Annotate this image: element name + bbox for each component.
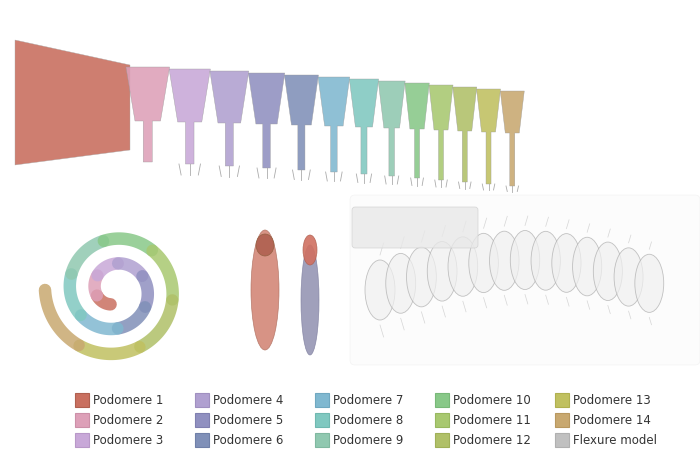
Polygon shape [477,89,500,184]
Text: Podomere 11: Podomere 11 [453,413,531,426]
Text: Podomere 3: Podomere 3 [93,433,163,446]
Text: Podomere 4: Podomere 4 [213,394,284,406]
Bar [315,393,329,407]
Ellipse shape [531,231,561,290]
Polygon shape [349,79,379,174]
Polygon shape [500,91,524,186]
FancyBboxPatch shape [350,195,700,365]
Ellipse shape [386,254,416,313]
Polygon shape [210,71,248,166]
Ellipse shape [594,242,622,300]
Ellipse shape [365,260,395,320]
Polygon shape [405,83,429,178]
Text: Podomere 12: Podomere 12 [453,433,531,446]
Bar [75,413,89,427]
Ellipse shape [552,234,581,292]
Bar [555,413,569,427]
Bar [195,413,209,427]
Polygon shape [429,85,453,180]
Text: Podomere 7: Podomere 7 [333,394,403,406]
FancyBboxPatch shape [352,207,478,248]
Text: Podomere 1: Podomere 1 [93,394,163,406]
Ellipse shape [251,230,279,350]
Text: Podomere 13: Podomere 13 [573,394,651,406]
Polygon shape [378,81,405,176]
Text: Podomere 14: Podomere 14 [573,413,651,426]
Polygon shape [453,87,477,182]
Text: Podomere 2: Podomere 2 [93,413,163,426]
Ellipse shape [510,231,540,290]
Bar [435,413,449,427]
Ellipse shape [427,241,457,301]
Ellipse shape [303,235,317,265]
Bar [555,433,569,447]
Ellipse shape [469,234,498,293]
Polygon shape [126,67,169,162]
Text: Podomere 6: Podomere 6 [213,433,284,446]
Polygon shape [169,69,211,164]
Bar [195,433,209,447]
Ellipse shape [489,231,519,290]
Bar [555,393,569,407]
Ellipse shape [614,248,643,306]
Ellipse shape [448,237,477,296]
Text: Podomere 10: Podomere 10 [453,394,531,406]
Text: Podomere 9: Podomere 9 [333,433,403,446]
Bar [435,393,449,407]
Ellipse shape [573,237,602,296]
Bar [435,433,449,447]
Ellipse shape [256,234,274,256]
Polygon shape [248,73,285,168]
Ellipse shape [407,247,436,307]
Bar [195,393,209,407]
Text: Flexure model: Flexure model [573,433,657,446]
Polygon shape [318,77,350,172]
Bar [75,393,89,407]
Bar [75,433,89,447]
Polygon shape [15,40,130,165]
Ellipse shape [301,245,319,355]
Bar [315,413,329,427]
Bar [315,433,329,447]
Text: Podomere 8: Podomere 8 [333,413,403,426]
Ellipse shape [635,254,664,312]
Text: Podomere 5: Podomere 5 [213,413,284,426]
Polygon shape [284,75,319,170]
